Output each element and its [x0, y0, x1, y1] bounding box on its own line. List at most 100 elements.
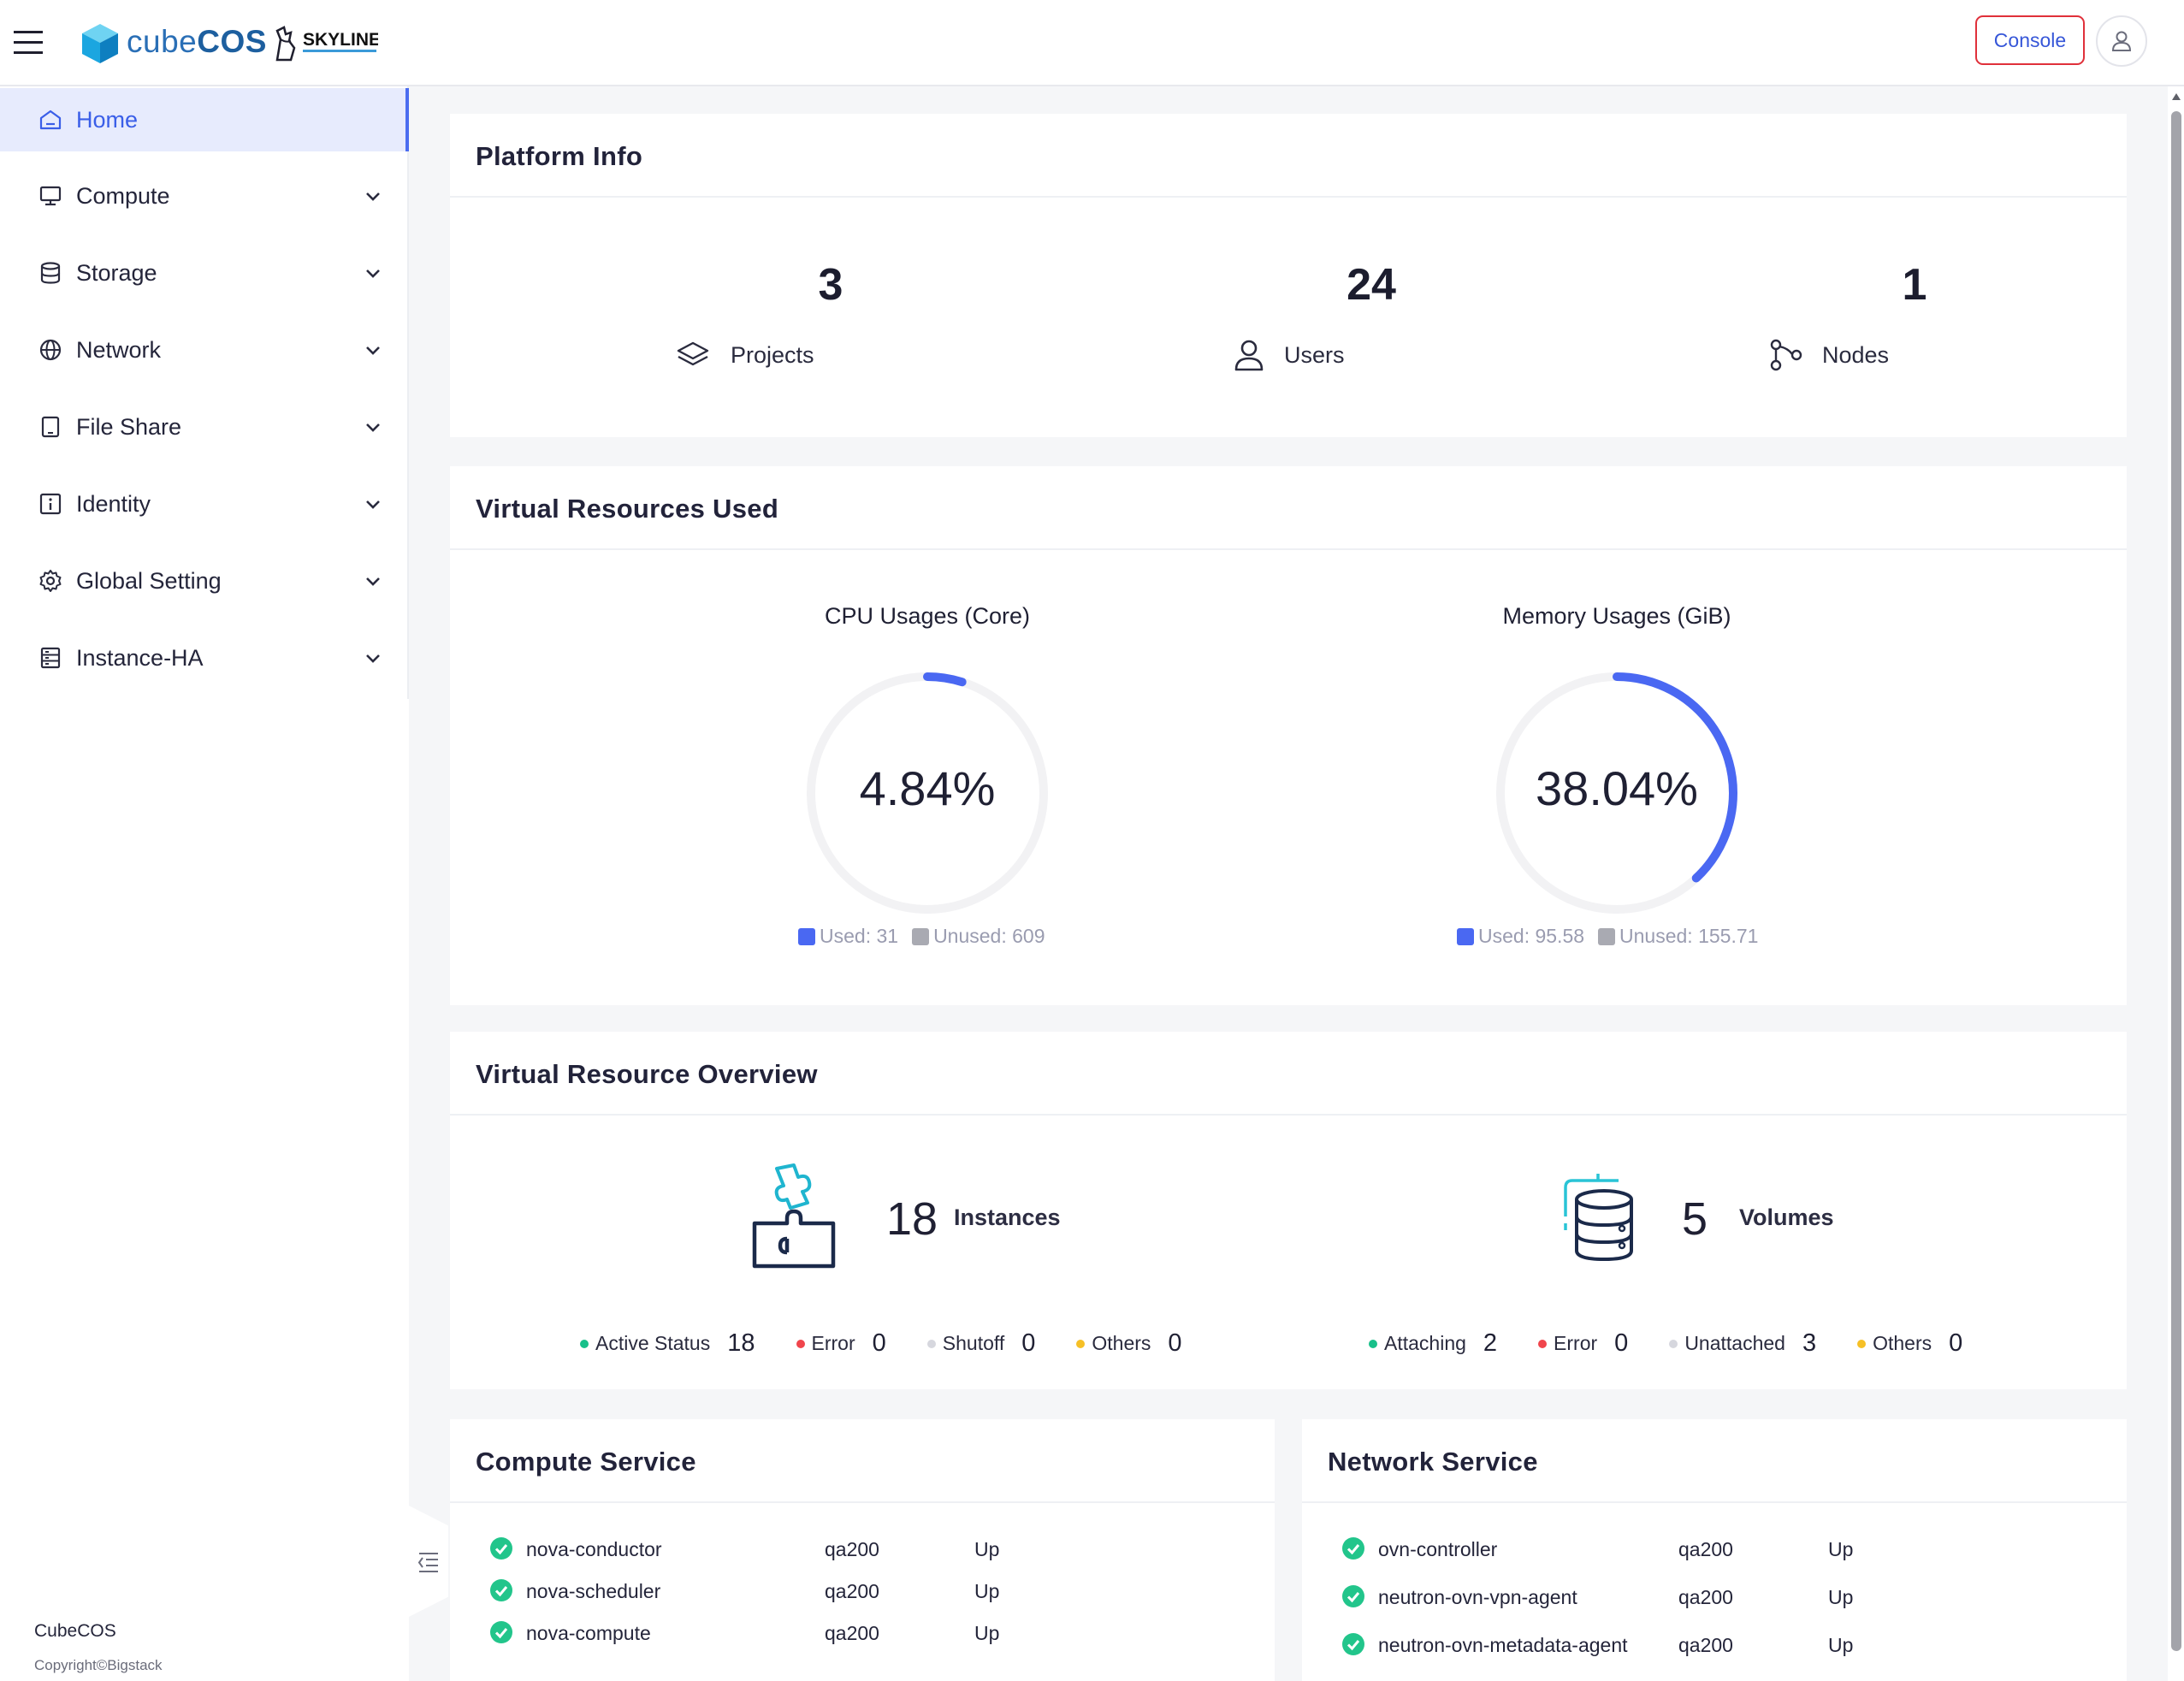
projects-count: 3	[818, 260, 843, 310]
service-name: ovn-controller	[1378, 1538, 1498, 1560]
sidebar-item-network[interactable]: Network	[0, 318, 407, 382]
skyline-logo-icon: SKYLINE	[275, 26, 378, 62]
cpu-legend: Used: 31 Unused: 609	[798, 925, 1045, 948]
volumes-count: 5	[1682, 1193, 1708, 1245]
status-dot	[1857, 1339, 1867, 1348]
status-dot	[580, 1339, 589, 1348]
instances-count: 18	[886, 1193, 938, 1245]
sidebar-item-identity[interactable]: Identity	[0, 472, 407, 536]
card-title: Platform Info	[476, 141, 643, 171]
unused-legend-swatch	[912, 927, 930, 945]
service-host: qa200	[1678, 1586, 1733, 1608]
check-circle-icon	[1342, 1585, 1364, 1607]
puzzle-instances-icon	[752, 1163, 836, 1269]
cpu-used-label: Used: 31	[820, 925, 899, 947]
status-label: Active Status	[595, 1332, 711, 1354]
globe-icon	[39, 339, 62, 361]
card-title: Network Service	[1328, 1447, 1538, 1477]
users-label: Users	[1284, 342, 1345, 368]
chevron-down-icon	[366, 423, 380, 432]
volumes-label: Volumes	[1739, 1205, 1834, 1230]
gauge-used-arc	[1496, 672, 1737, 914]
database-icon	[40, 262, 61, 284]
status-count: 0	[1021, 1329, 1036, 1357]
top-header: cubeCOS SKYLINE Console	[0, 0, 2184, 86]
service-host: qa200	[1678, 1538, 1733, 1560]
memory-legend: Used: 95.58 Unused: 155.71	[1457, 925, 1758, 948]
card-title: Virtual Resources Used	[476, 494, 779, 524]
projects-label: Projects	[731, 342, 814, 368]
home-icon	[39, 110, 62, 130]
user-icon	[2111, 31, 2132, 51]
network-service-card: Network Service ovn-controller qa200 Up …	[1302, 1419, 2127, 1681]
status-label: Shutoff	[942, 1332, 1005, 1354]
sidebar-item-label: Global Setting	[76, 567, 222, 594]
service-state: Up	[974, 1622, 1000, 1644]
footer-product-name: CubeCOS	[34, 1621, 116, 1641]
sidebar-collapse-tab[interactable]	[409, 1506, 448, 1617]
platform-info-card: Platform Info 3 Projects 24 Users 1 Node…	[450, 114, 2127, 437]
service-host: qa200	[825, 1622, 879, 1644]
status-count: 2	[1483, 1329, 1498, 1357]
monitor-icon	[39, 186, 62, 206]
card-header: Virtual Resource Overview	[450, 1032, 2127, 1116]
status-count: 3	[1802, 1329, 1817, 1357]
service-name: nova-scheduler	[526, 1580, 661, 1602]
status-label: Others	[1873, 1332, 1932, 1354]
scrollbar-thumb[interactable]	[2171, 111, 2181, 1651]
gear-icon	[39, 570, 62, 592]
virtual-resource-overview-card: Virtual Resource Overview 18 Instances A…	[450, 1032, 2127, 1389]
card-header: Network Service	[1302, 1419, 2127, 1503]
service-state: Up	[974, 1538, 1000, 1560]
sidebar	[0, 86, 409, 1681]
user-icon	[1234, 340, 1264, 371]
status-label: Unattached	[1684, 1332, 1785, 1354]
cpu-unused-label: Unused: 609	[933, 925, 1045, 947]
sidebar-divider	[407, 86, 409, 699]
instances-label: Instances	[954, 1205, 1061, 1230]
status-dot	[1076, 1339, 1086, 1348]
card-title: Compute Service	[476, 1447, 696, 1477]
service-name: neutron-ovn-metadata-agent	[1378, 1634, 1628, 1656]
sidebar-item-compute[interactable]: Compute	[0, 164, 407, 228]
sidebar-item-label: Storage	[76, 259, 157, 286]
check-circle-icon	[490, 1621, 512, 1643]
status-label: Error	[811, 1332, 855, 1354]
card-header: Virtual Resources Used	[450, 466, 2127, 550]
chevron-down-icon	[366, 500, 380, 509]
collapse-menu-icon[interactable]	[416, 1550, 441, 1574]
service-row: nova-conductor qa200 Up	[450, 1531, 1275, 1566]
check-circle-icon	[490, 1537, 512, 1560]
brand-name: cubeCOS	[127, 24, 267, 59]
chevron-down-icon	[366, 192, 380, 201]
used-legend-swatch	[1457, 927, 1474, 945]
chevron-down-icon	[366, 346, 380, 355]
unused-legend-swatch	[1598, 927, 1616, 945]
console-button[interactable]: Console	[1975, 15, 2085, 65]
sidebar-item-file-share[interactable]: File Share	[0, 395, 407, 459]
sidebar-item-label: Instance-HA	[76, 644, 204, 671]
database-volumes-icon	[1564, 1174, 1633, 1262]
status-count: 18	[727, 1329, 755, 1357]
service-row: neutron-ovn-vpn-agent qa200 Up	[1302, 1579, 2127, 1613]
scroll-up-arrow-icon[interactable]	[2170, 91, 2182, 103]
user-avatar[interactable]	[2096, 15, 2147, 67]
sidebar-item-global-setting[interactable]: Global Setting	[0, 549, 407, 613]
service-host: qa200	[1678, 1634, 1733, 1656]
nodes-icon	[1770, 339, 1802, 371]
sidebar-item-storage[interactable]: Storage	[0, 241, 407, 305]
status-label: Attaching	[1384, 1332, 1466, 1354]
status-dot	[926, 1339, 936, 1348]
check-circle-icon	[1342, 1537, 1364, 1560]
chevron-down-icon	[366, 577, 380, 586]
status-dot	[796, 1339, 805, 1348]
service-state: Up	[1828, 1586, 1854, 1608]
sidebar-item-instance-ha[interactable]: Instance-HA	[0, 626, 407, 690]
service-state: Up	[974, 1580, 1000, 1602]
virtual-resources-used-card: Virtual Resources Used CPU Usages (Core)…	[450, 466, 2127, 1005]
menu-icon[interactable]	[12, 26, 46, 60]
service-state: Up	[1828, 1538, 1854, 1560]
service-name: nova-compute	[526, 1622, 651, 1644]
sidebar-item-home[interactable]: Home	[0, 88, 409, 151]
status-count: 0	[1949, 1329, 1963, 1357]
